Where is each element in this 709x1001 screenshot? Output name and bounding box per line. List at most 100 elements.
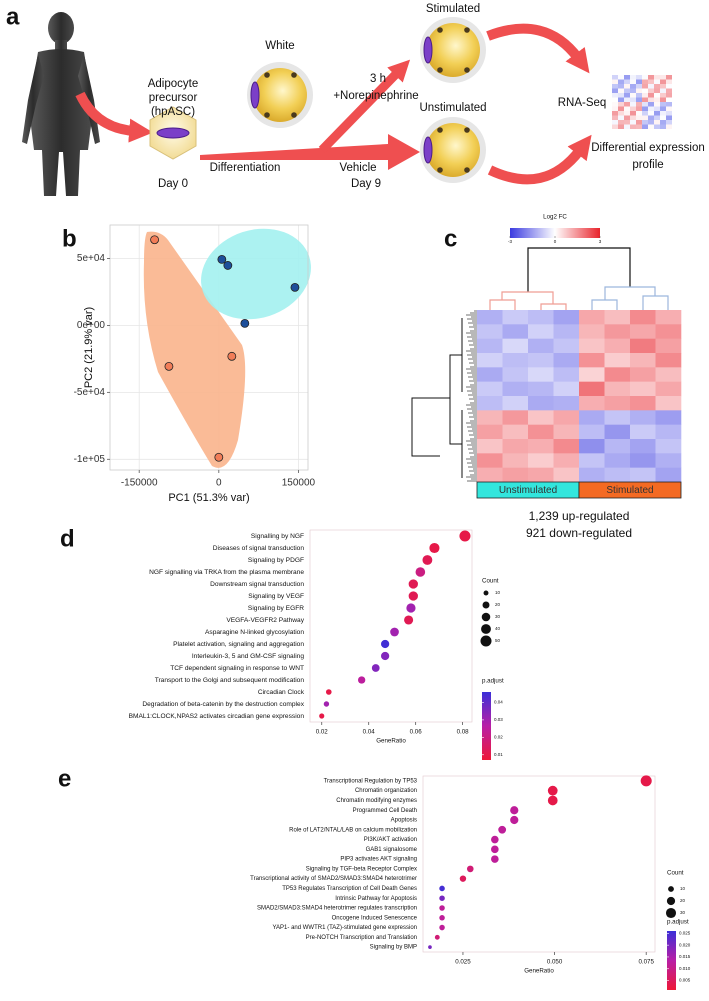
heatmap-cell <box>604 338 631 354</box>
category-label: Chromatin modifying enzymes <box>336 798 417 804</box>
thumb-cell <box>618 79 624 84</box>
thumb-cell <box>636 79 642 84</box>
y-tick-label: 5e+04 <box>77 253 106 264</box>
thumb-cell <box>648 124 654 129</box>
heatmap-cell <box>528 410 554 425</box>
thumb-cell <box>648 97 654 102</box>
heatmap-cell <box>655 439 682 454</box>
heatmap-cell <box>604 310 631 325</box>
category-label: Intrinsic Pathway for Apoptosis <box>335 896 417 902</box>
heatmap-cell <box>579 310 605 325</box>
thumb-cell <box>654 102 660 107</box>
heatmap-cell <box>579 439 605 454</box>
thumb-cell <box>618 88 624 93</box>
thumb-cell <box>654 79 660 84</box>
unstimulated-cell <box>420 117 486 183</box>
thumb-cell <box>630 84 636 89</box>
point <box>227 351 237 361</box>
point <box>150 235 159 245</box>
thumb-cell <box>666 115 672 120</box>
thumb-cell <box>624 79 630 84</box>
heatmap-cell <box>655 424 682 440</box>
thumb-cell <box>624 111 630 116</box>
thumb-cell <box>666 88 672 93</box>
category-label: Interleukin-3, 5 and GM-CSF signaling <box>192 653 304 660</box>
plot-frame <box>309 529 473 723</box>
legend-dot <box>665 907 677 919</box>
heatmap-cell <box>579 453 605 468</box>
dot <box>404 615 414 625</box>
colorbar-tick-label: 0 <box>554 239 557 244</box>
dot <box>547 785 558 796</box>
legend-title: Count <box>667 870 684 877</box>
thumb-cell <box>642 79 648 84</box>
category-label: NGF signalling via TRKA from the plasma … <box>149 569 304 576</box>
heatmap-cell <box>477 453 503 468</box>
thumb-cell <box>636 84 642 89</box>
legend-dot <box>668 886 674 892</box>
thumb-cell <box>660 106 666 111</box>
legend-dot <box>481 612 491 622</box>
thumb-cell <box>612 111 618 116</box>
thumb-cell <box>618 84 624 89</box>
heatmap-cell <box>553 367 580 382</box>
x-tick-label: 0.04 <box>363 729 376 736</box>
thumb-cell <box>618 111 624 116</box>
heatmap-cell <box>502 467 529 483</box>
x-tick-label: 0.075 <box>638 959 654 966</box>
category-label: Transport to the Golgi and subsequent mo… <box>155 677 305 684</box>
thumb-cell <box>624 106 630 111</box>
thumb-cell <box>648 106 654 111</box>
category-label: Signalling by NGF <box>251 533 304 540</box>
thumb-cell <box>630 115 636 120</box>
heatmap-cell <box>579 381 605 397</box>
category-label: PI3K/AKT activation <box>364 837 417 843</box>
heatmap-cell <box>477 367 503 382</box>
heatmap-cell <box>630 353 656 368</box>
heatmap-cell <box>528 310 554 325</box>
group-hull <box>143 231 246 468</box>
label: 3 h <box>370 73 386 85</box>
thumb-cell <box>660 75 666 80</box>
group-hull <box>201 228 311 320</box>
thumb-cell <box>630 124 636 129</box>
heatmap-cell <box>630 338 656 354</box>
heatmap-cell <box>579 353 605 368</box>
heatmap-cell <box>553 381 580 397</box>
thumb-cell <box>642 120 648 125</box>
heatmap-cell <box>502 324 529 339</box>
colorbar-tick-label: 0.03 <box>494 717 503 722</box>
dot <box>429 542 440 554</box>
dot <box>491 845 499 854</box>
arrow <box>200 134 420 170</box>
heatmap-cell <box>655 410 682 425</box>
category-label: SMAD2/SMAD3:SMAD4 heterotrimer regulates… <box>257 906 417 912</box>
thumb-cell <box>648 115 654 120</box>
dot <box>640 775 652 787</box>
legend-title: p.adjust <box>667 919 689 926</box>
thumb-cell <box>660 93 666 98</box>
panel-letter: c <box>444 225 457 252</box>
label: RNA-Seq <box>558 97 607 109</box>
category-label: Signaling by PDGF <box>248 557 304 564</box>
heatmap-cell <box>528 396 554 411</box>
y-axis-title: PC2 (21.9% var) <box>83 307 95 388</box>
colorbar-tick-label: 3 <box>599 239 602 244</box>
heatmap-cell <box>502 381 529 397</box>
thumb-cell <box>636 102 642 107</box>
category-label: Asparagine N-linked glycosylation <box>205 629 304 636</box>
heatmap-cell <box>477 424 503 440</box>
thumb-cell <box>624 97 630 102</box>
thumb-cell <box>624 88 630 93</box>
heatmap-cell <box>502 453 529 468</box>
category-label: PIP3 activates AKT signaling <box>340 857 417 863</box>
thumb-cell <box>648 84 654 89</box>
thumb-cell <box>618 97 624 102</box>
thumb-cell <box>630 106 636 111</box>
colorbar-tick-label: 0.04 <box>494 700 503 705</box>
arrow <box>318 59 411 154</box>
heatmap-cell <box>604 424 631 440</box>
legend-dot <box>480 635 492 647</box>
colorbar <box>667 931 676 990</box>
thumb-cell <box>612 84 618 89</box>
